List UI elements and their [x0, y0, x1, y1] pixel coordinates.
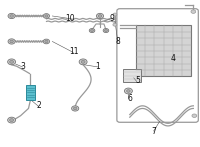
Circle shape [45, 40, 48, 43]
Text: 7: 7 [151, 127, 156, 136]
Circle shape [43, 39, 50, 44]
Circle shape [113, 13, 117, 16]
Text: 10: 10 [65, 14, 75, 23]
Circle shape [72, 106, 79, 111]
FancyBboxPatch shape [26, 85, 35, 100]
Circle shape [96, 13, 104, 19]
Circle shape [8, 13, 15, 19]
Circle shape [8, 117, 16, 123]
Circle shape [73, 107, 77, 110]
Circle shape [10, 119, 14, 122]
Circle shape [103, 29, 109, 33]
Circle shape [113, 23, 117, 26]
Circle shape [10, 15, 13, 17]
Circle shape [127, 90, 130, 92]
Circle shape [45, 15, 48, 17]
Text: 8: 8 [116, 37, 120, 46]
Text: 11: 11 [69, 47, 79, 56]
Circle shape [191, 10, 196, 13]
FancyBboxPatch shape [123, 69, 141, 82]
Circle shape [10, 40, 13, 43]
Circle shape [89, 29, 95, 33]
Text: 3: 3 [20, 62, 25, 71]
Circle shape [105, 30, 107, 32]
Circle shape [98, 15, 102, 17]
Text: 9: 9 [109, 14, 114, 23]
Circle shape [79, 59, 87, 65]
Text: 5: 5 [135, 76, 140, 85]
Circle shape [81, 60, 85, 63]
Text: 6: 6 [127, 94, 132, 103]
Text: 1: 1 [96, 62, 100, 71]
Circle shape [192, 114, 197, 117]
Circle shape [124, 88, 132, 94]
Circle shape [10, 60, 14, 63]
Text: 2: 2 [36, 101, 41, 110]
FancyBboxPatch shape [136, 25, 191, 76]
Circle shape [91, 30, 93, 32]
Circle shape [8, 59, 16, 65]
Text: 4: 4 [171, 54, 176, 64]
Circle shape [43, 14, 50, 18]
Circle shape [8, 39, 15, 44]
